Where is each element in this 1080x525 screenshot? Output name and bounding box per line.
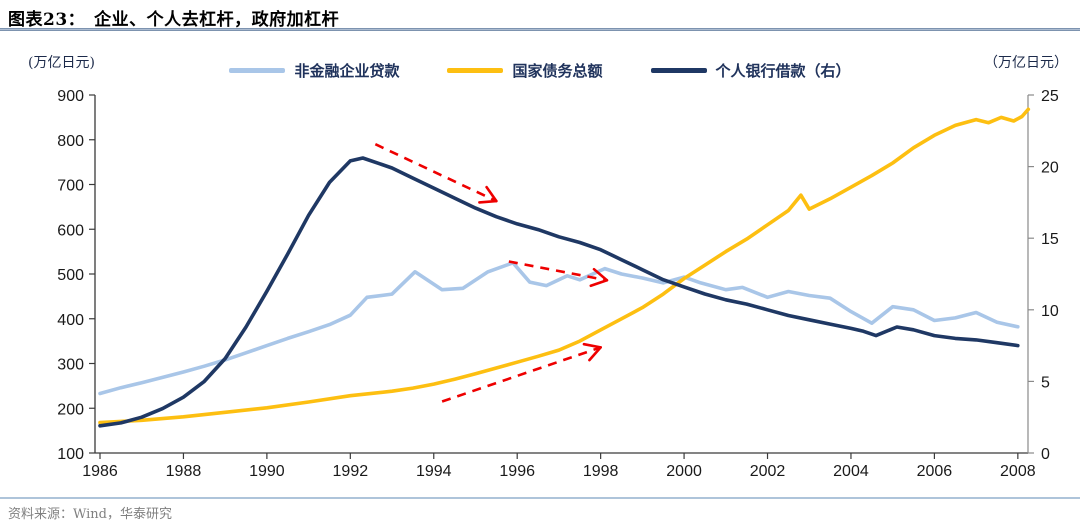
svg-text:600: 600 xyxy=(57,222,84,239)
svg-text:500: 500 xyxy=(57,267,84,284)
svg-text:300: 300 xyxy=(57,357,84,374)
footer-divider xyxy=(0,497,1080,499)
svg-text:2000: 2000 xyxy=(666,463,702,480)
legend-label: 个人银行借款（右） xyxy=(715,62,851,80)
legend-label: 国家债务总额 xyxy=(512,62,603,80)
right-axis-unit-label: （万亿日元） xyxy=(984,55,1068,71)
svg-text:1996: 1996 xyxy=(499,463,535,480)
svg-text:15: 15 xyxy=(1041,231,1059,248)
left-axis-unit-label: (万亿日元) xyxy=(28,55,95,71)
svg-text:1986: 1986 xyxy=(82,463,118,480)
svg-text:1990: 1990 xyxy=(249,463,285,480)
title-divider xyxy=(0,28,1080,31)
svg-text:700: 700 xyxy=(57,178,84,195)
legend-swatch-icon xyxy=(447,68,504,73)
svg-text:800: 800 xyxy=(57,133,84,150)
svg-text:200: 200 xyxy=(57,401,84,418)
svg-text:5: 5 xyxy=(1041,374,1050,391)
svg-text:0: 0 xyxy=(1041,446,1050,463)
svg-text:10: 10 xyxy=(1041,303,1059,320)
svg-text:400: 400 xyxy=(57,312,84,329)
svg-text:100: 100 xyxy=(57,446,84,463)
legend-label: 非金融企业贷款 xyxy=(294,62,400,80)
figure-title: 图表23： 企业、个人去杠杆，政府加杠杆 xyxy=(8,10,340,30)
legend-item-personal-borrowing: 个人银行借款（右） xyxy=(650,60,851,81)
svg-text:1992: 1992 xyxy=(333,463,369,480)
svg-text:1998: 1998 xyxy=(583,463,619,480)
svg-text:2008: 2008 xyxy=(1000,463,1036,480)
source-note: 资料来源：Wind，华泰研究 xyxy=(8,507,172,522)
svg-text:25: 25 xyxy=(1041,88,1059,105)
svg-text:2004: 2004 xyxy=(833,463,869,480)
svg-text:2002: 2002 xyxy=(750,463,786,480)
legend-item-corporate-loans: 非金融企业贷款 xyxy=(229,60,399,81)
svg-text:900: 900 xyxy=(57,88,84,105)
svg-text:20: 20 xyxy=(1041,160,1059,177)
chart-legend: 非金融企业贷款 国家债务总额 个人银行借款（右） xyxy=(0,60,1080,81)
legend-swatch-icon xyxy=(650,68,707,73)
svg-text:2006: 2006 xyxy=(917,463,953,480)
legend-swatch-icon xyxy=(229,68,286,73)
svg-text:1994: 1994 xyxy=(416,463,452,480)
legend-item-national-debt: 国家债务总额 xyxy=(447,60,603,81)
svg-text:1988: 1988 xyxy=(166,463,202,480)
